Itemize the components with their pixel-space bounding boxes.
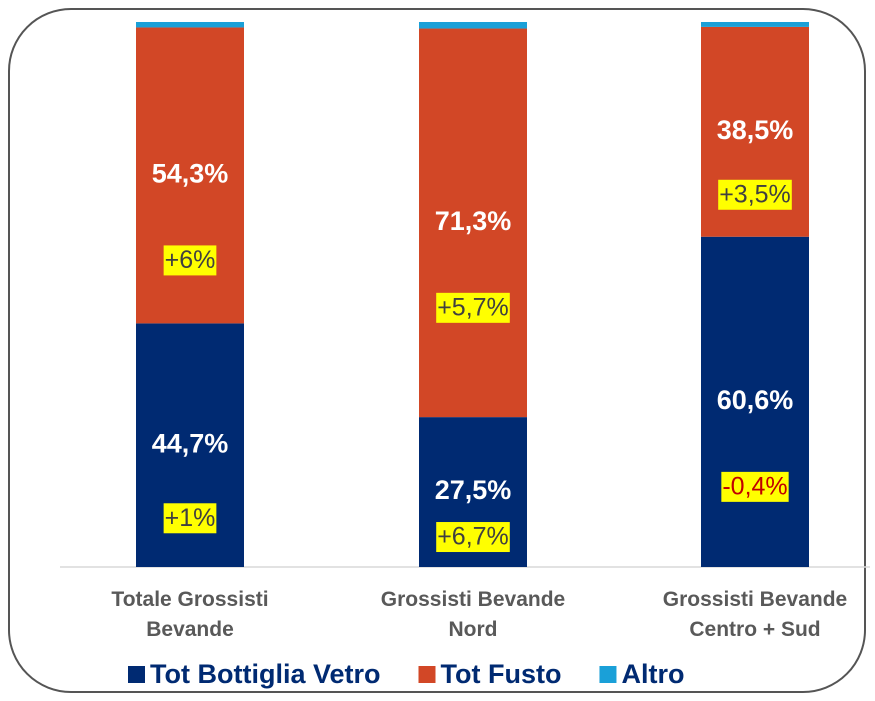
data-label: 60,6% bbox=[717, 385, 794, 415]
change-highlight bbox=[436, 292, 510, 323]
change-highlight bbox=[718, 179, 792, 210]
change-highlight bbox=[436, 522, 510, 553]
legend-swatch bbox=[128, 666, 145, 683]
change-highlight bbox=[721, 471, 789, 502]
x-tick-label: Grossisti Bevande Nord bbox=[381, 588, 565, 641]
change-label: +6% bbox=[165, 246, 216, 274]
data-label: 44,7% bbox=[152, 428, 229, 458]
change-label: +5,7% bbox=[437, 293, 509, 321]
bar-segment bbox=[419, 22, 527, 29]
data-label: 27,5% bbox=[435, 475, 512, 505]
legend-label: Tot Fusto bbox=[441, 659, 562, 689]
change-label: -0,4% bbox=[722, 472, 787, 500]
bar-segment bbox=[419, 28, 527, 418]
data-label: 54,3% bbox=[152, 159, 229, 189]
change-label: +6,7% bbox=[437, 523, 509, 551]
data-label: 71,3% bbox=[435, 206, 512, 236]
change-label: +1% bbox=[165, 504, 216, 532]
change-highlight bbox=[163, 503, 217, 534]
legend-label: Tot Bottiglia Vetro bbox=[150, 659, 381, 689]
legend-swatch bbox=[599, 666, 617, 683]
bar-segment bbox=[701, 22, 809, 27]
data-label: 38,5% bbox=[717, 115, 794, 145]
bar-segment bbox=[136, 22, 244, 28]
x-tick-label: Grossisti Bevande Centro + Sud bbox=[663, 588, 847, 641]
change-highlight bbox=[163, 245, 217, 276]
frame bbox=[8, 8, 866, 693]
bar-segment bbox=[701, 236, 809, 568]
change-label: +3,5% bbox=[719, 180, 791, 208]
x-tick-label: Totale Grossisti Bevande bbox=[111, 588, 268, 641]
legend-label: Altro bbox=[621, 659, 684, 689]
legend-swatch bbox=[418, 666, 436, 683]
